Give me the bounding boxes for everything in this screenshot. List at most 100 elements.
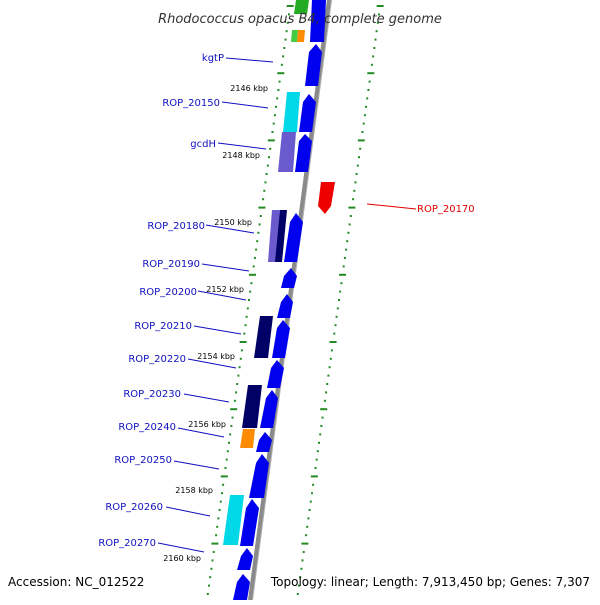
- gene-feature-rop-20230-blue[interactable]: [260, 390, 278, 428]
- leader-line-gcdh: [217, 142, 267, 150]
- gene-label-rop-20270[interactable]: ROP_20270: [98, 538, 156, 549]
- inner-track-dot: [243, 332, 246, 335]
- gene-feature-gcdh-purple[interactable]: [278, 132, 296, 172]
- inner-track-dot: [206, 593, 209, 595]
- outer-track-dot: [338, 299, 340, 301]
- gene-feature-rop-20150-cyan[interactable]: [283, 92, 300, 132]
- outer-track-dot: [361, 131, 364, 133]
- outer-track-dot: [353, 189, 356, 192]
- leader-line-rop-20180: [205, 224, 255, 234]
- inner-track-dot: [228, 441, 230, 444]
- gene-feature-rop-20260-blue[interactable]: [240, 499, 259, 546]
- tick-label-2154: 2154 kbp: [197, 352, 235, 361]
- gene-feature-green-light[interactable]: [291, 30, 298, 42]
- outer-track-dot: [375, 30, 378, 33]
- outer-track-dot: [301, 559, 304, 562]
- gene-feature-rop-20180-blue[interactable]: [284, 213, 303, 262]
- gene-feature-rop-20260-cyan[interactable]: [223, 495, 244, 545]
- gene-label-rop-20170[interactable]: ROP_20170: [417, 204, 475, 215]
- gene-label-rop-20220[interactable]: ROP_20220: [128, 354, 186, 365]
- gene-feature-rop-20190[interactable]: [281, 268, 297, 288]
- outer-track-dot: [299, 576, 302, 579]
- outer-track-dot: [325, 391, 328, 394]
- gene-feature-rop-20210-navy[interactable]: [254, 316, 273, 358]
- inner-track-dot: [284, 38, 287, 41]
- gene-feature-rop-20210-blue[interactable]: [272, 320, 290, 358]
- gene-feature-bottom-1[interactable]: [233, 574, 250, 600]
- gene-feature-rop-20250[interactable]: [249, 454, 269, 498]
- gene-label-rop-20260[interactable]: ROP_20260: [105, 502, 163, 513]
- leader-lines: [157, 57, 417, 553]
- gene-label-rop-20230[interactable]: ROP_20230: [123, 389, 181, 400]
- inner-track-dot: [258, 223, 261, 226]
- gene-feature-blue[interactable]: [310, 0, 326, 42]
- outer-track-dot: [328, 366, 331, 369]
- gene-feature-rop-20220[interactable]: [267, 360, 284, 388]
- inner-track-dot: [231, 416, 234, 419]
- inner-track-dot: [255, 248, 258, 251]
- inner-track-dot: [249, 290, 252, 293]
- gene-label-rop-20210[interactable]: ROP_20210: [134, 321, 192, 332]
- inner-track-dot: [217, 517, 220, 520]
- inner-track-dot: [259, 215, 262, 217]
- gene-label-gcdh[interactable]: gcdH: [190, 139, 216, 150]
- inner-track-dot: [225, 458, 228, 461]
- outer-track-dot: [362, 122, 365, 125]
- gene-label-rop-20190[interactable]: ROP_20190: [142, 259, 200, 270]
- outer-track-dot: [358, 156, 360, 159]
- gene-feature-kgtp[interactable]: [305, 44, 322, 86]
- gene-feature-green[interactable]: [294, 0, 309, 14]
- inner-dotted-track: [206, 5, 294, 595]
- inner-track-dot: [276, 97, 279, 100]
- outer-track-dot: [301, 542, 309, 545]
- inner-track-dot: [280, 63, 283, 66]
- gene-feature-rop-20200[interactable]: [277, 294, 293, 318]
- inner-track-dot: [277, 72, 285, 75]
- inner-track-dot: [253, 257, 256, 259]
- inner-track-dot: [211, 559, 214, 562]
- tick-label-2152: 2152 kbp: [206, 285, 244, 294]
- gene-feature-rop-20170[interactable]: [318, 182, 335, 214]
- gene-feature-rop-20230-navy[interactable]: [242, 385, 262, 428]
- gene-label-rop-20200[interactable]: ROP_20200: [139, 287, 197, 298]
- leader-line-rop-20170: [366, 203, 417, 210]
- outer-track-dot: [321, 416, 324, 419]
- gene-label-kgtp[interactable]: kgtP: [202, 53, 224, 64]
- outer-track-dot: [323, 399, 326, 402]
- outer-track-dot: [302, 551, 305, 553]
- outer-track-dot: [345, 248, 348, 251]
- gene-feature-rop-20240-blue[interactable]: [256, 432, 272, 452]
- outer-track-dot: [320, 425, 323, 427]
- inner-track-dot: [246, 307, 249, 310]
- gene-feature-orange[interactable]: [297, 30, 305, 42]
- inner-track-dot: [240, 349, 243, 352]
- inner-track-dot: [208, 584, 210, 587]
- outer-track-dot: [314, 467, 317, 469]
- gene-feature-gcdh-blue[interactable]: [295, 134, 312, 172]
- gene-label-rop-20150[interactable]: ROP_20150: [162, 98, 220, 109]
- inner-track-dot: [218, 509, 221, 511]
- outer-track-dot: [372, 55, 375, 58]
- gene-feature-rop-20180-navy[interactable]: [275, 210, 287, 262]
- inner-track-dot: [239, 357, 242, 360]
- inner-track-dot: [267, 139, 275, 142]
- inner-track-dot: [248, 299, 250, 301]
- outer-track-dot: [326, 383, 329, 385]
- inner-track-dot: [266, 164, 269, 167]
- inner-track-dot: [265, 173, 268, 175]
- inner-track-dot: [277, 89, 280, 91]
- outer-track-dot: [340, 282, 343, 285]
- gene-label-rop-20250[interactable]: ROP_20250: [114, 455, 172, 466]
- gene-feature-rop-20240-orange[interactable]: [240, 429, 255, 448]
- gene-label-rop-20180[interactable]: ROP_20180: [147, 221, 205, 232]
- gene-label-rop-20240[interactable]: ROP_20240: [118, 422, 176, 433]
- gene-feature-rop-20150-blue[interactable]: [299, 94, 316, 132]
- outer-track-dot: [363, 114, 366, 117]
- outer-track-dot: [298, 584, 300, 587]
- outer-track-dot: [335, 315, 338, 318]
- topology-text: Topology: linear; Length: 7,913,450 bp; …: [270, 575, 590, 589]
- outer-track-dot: [320, 408, 328, 411]
- gene-feature-rop-20270[interactable]: [237, 548, 253, 570]
- outer-track-dot: [334, 324, 337, 327]
- leader-line-rop-20200: [197, 290, 247, 301]
